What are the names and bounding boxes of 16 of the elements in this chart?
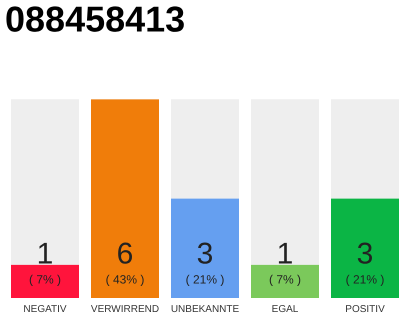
chart-title: 088458413 [5,0,186,40]
annotation: ( 21% ) [346,272,384,286]
data-label: 6 [116,237,134,270]
data-label: 1 [276,237,294,270]
data-label: 3 [356,237,374,270]
x-tick-label: POSITIV [345,304,386,315]
x-tick-label: UNBEKANNTE [170,304,240,315]
x-tick-label: NEGATIV [23,304,67,315]
annotation: ( 7% ) [268,272,302,286]
data-label: 3 [196,237,214,270]
annotation: ( 7% ) [28,272,62,286]
data-label: 1 [36,237,54,270]
x-tick-label: EGAL [272,304,299,315]
annotation: ( 43% ) [106,272,144,286]
annotation: ( 21% ) [186,272,224,286]
x-tick-label: VERWIRREND [90,304,160,315]
